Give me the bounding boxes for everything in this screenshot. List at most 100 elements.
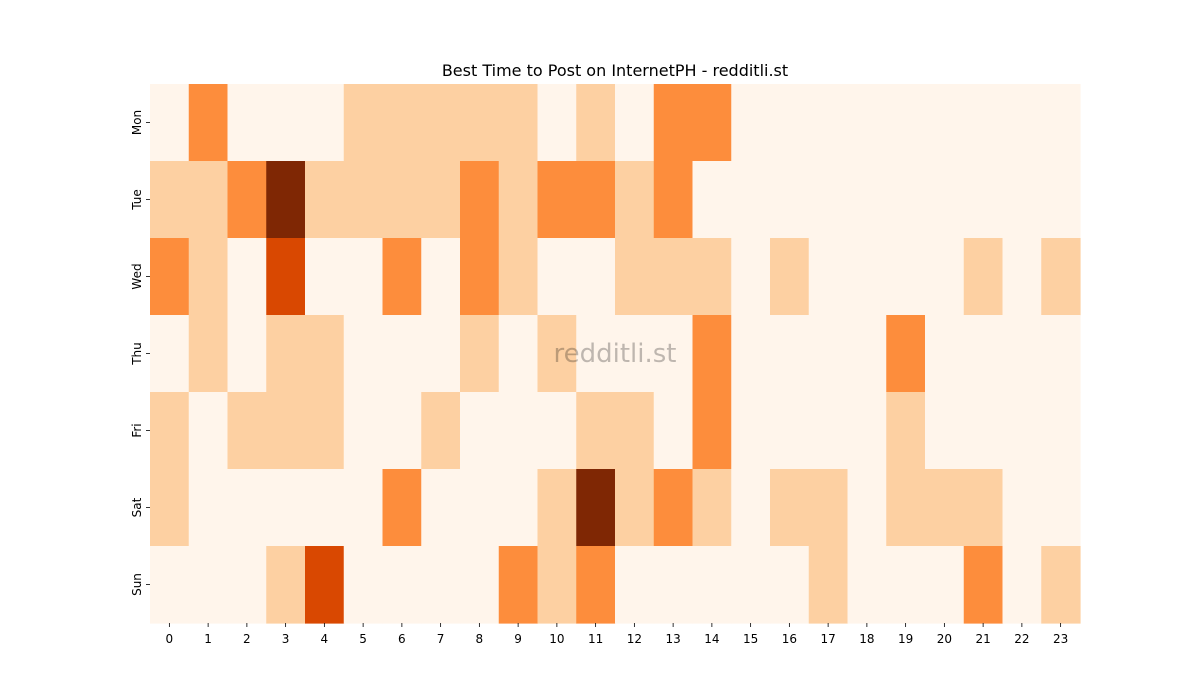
heatmap-cell-tue-7 bbox=[421, 161, 461, 239]
x-tick-label: 13 bbox=[665, 632, 680, 646]
heatmap-cell-fri-17 bbox=[808, 392, 849, 470]
y-tick-label: Fri bbox=[130, 423, 144, 437]
heatmap-cell-sun-13 bbox=[653, 546, 694, 624]
heatmap-cell-sat-16 bbox=[770, 469, 810, 547]
heatmap-cell-sat-23 bbox=[1041, 469, 1081, 547]
heatmap-cell-sun-20 bbox=[925, 546, 965, 624]
heatmap-cell-sun-22 bbox=[1002, 546, 1042, 624]
heatmap-cell-sun-16 bbox=[770, 546, 810, 624]
heatmap-cell-tue-3 bbox=[266, 161, 306, 239]
x-axis: 0 1 2 3 4 5 6 7 8 9 10 11 12 13 14 15 16 17 18 19 20 21 22 23 bbox=[166, 623, 1068, 646]
x-tick-label: 23 bbox=[1053, 632, 1068, 646]
heatmap-cell-fri-12 bbox=[615, 392, 655, 470]
heatmap-cell-fri-16 bbox=[770, 392, 810, 470]
heatmap-cell-sun-23 bbox=[1041, 546, 1081, 624]
x-tick-label: 2 bbox=[243, 632, 251, 646]
heatmap-cell-mon-15 bbox=[731, 84, 771, 162]
heatmap-cell-fri-9 bbox=[498, 392, 539, 470]
heatmap-cell-thu-7 bbox=[421, 315, 461, 393]
heatmap-cell-thu-9 bbox=[498, 315, 539, 393]
heatmap-cell-mon-14 bbox=[692, 84, 732, 162]
heatmap-cell-tue-2 bbox=[227, 161, 267, 239]
heatmap-cell-mon-18 bbox=[847, 84, 887, 162]
heatmap-cell-mon-3 bbox=[266, 84, 306, 162]
heatmap-cell-wed-14 bbox=[692, 238, 732, 316]
heatmap-cell-sat-6 bbox=[382, 469, 422, 547]
heatmap-cell-fri-8 bbox=[460, 392, 500, 470]
heatmap-cell-mon-0 bbox=[150, 84, 190, 162]
x-tick-label: 21 bbox=[975, 632, 990, 646]
heatmap-cell-mon-1 bbox=[188, 84, 229, 162]
heatmap-cell-wed-21 bbox=[963, 238, 1004, 316]
heatmap-cell-tue-13 bbox=[653, 161, 694, 239]
heatmap-cell-sat-19 bbox=[886, 469, 926, 547]
heatmap-cell-tue-20 bbox=[925, 161, 965, 239]
heatmap-cell-fri-3 bbox=[266, 392, 306, 470]
heatmap-cell-wed-2 bbox=[227, 238, 267, 316]
heatmap-cell-wed-18 bbox=[847, 238, 887, 316]
heatmap-cell-thu-8 bbox=[460, 315, 500, 393]
heatmap-cell-mon-12 bbox=[615, 84, 655, 162]
heatmap-cell-fri-10 bbox=[537, 392, 577, 470]
heatmap-cell-fri-13 bbox=[653, 392, 694, 470]
heatmap-cell-fri-7 bbox=[421, 392, 461, 470]
heatmap-cell-sun-15 bbox=[731, 546, 771, 624]
heatmap-cell-sat-14 bbox=[692, 469, 732, 547]
heatmap-cell-thu-13 bbox=[653, 315, 694, 393]
y-tick-label: Tue bbox=[130, 189, 144, 211]
heatmap-cell-thu-17 bbox=[808, 315, 849, 393]
heatmap-cell-wed-13 bbox=[653, 238, 694, 316]
x-tick-label: 15 bbox=[743, 632, 758, 646]
x-tick-label: 19 bbox=[898, 632, 913, 646]
heatmap-cell-sun-19 bbox=[886, 546, 926, 624]
heatmap-cell-tue-23 bbox=[1041, 161, 1081, 239]
heatmap-cell-fri-20 bbox=[925, 392, 965, 470]
heatmap-cell-wed-1 bbox=[188, 238, 229, 316]
heatmap-cell-tue-8 bbox=[460, 161, 500, 239]
heatmap-cell-wed-6 bbox=[382, 238, 422, 316]
heatmap-cell-sat-22 bbox=[1002, 469, 1042, 547]
heatmap-cell-fri-22 bbox=[1002, 392, 1042, 470]
heatmap-cell-mon-11 bbox=[576, 84, 616, 162]
y-tick-label: Mon bbox=[130, 110, 144, 135]
heatmap-cell-tue-11 bbox=[576, 161, 616, 239]
chart-title: Best Time to Post on InternetPH - reddit… bbox=[442, 61, 788, 80]
heatmap-cell-mon-6 bbox=[382, 84, 422, 162]
heatmap-cell-mon-4 bbox=[305, 84, 345, 162]
y-tick-label: Wed bbox=[130, 263, 144, 289]
heatmap-cell-sun-9 bbox=[498, 546, 539, 624]
x-tick-label: 12 bbox=[627, 632, 642, 646]
heatmap-cell-wed-5 bbox=[343, 238, 384, 316]
heatmap-cell-thu-22 bbox=[1002, 315, 1042, 393]
heatmap-cell-mon-19 bbox=[886, 84, 926, 162]
heatmap-cell-tue-18 bbox=[847, 161, 887, 239]
heatmap-cell-wed-3 bbox=[266, 238, 306, 316]
heatmap-cell-wed-19 bbox=[886, 238, 926, 316]
x-tick-label: 17 bbox=[820, 632, 835, 646]
heatmap-cell-tue-21 bbox=[963, 161, 1004, 239]
heatmap-cell-mon-16 bbox=[770, 84, 810, 162]
x-tick-label: 1 bbox=[204, 632, 212, 646]
x-tick-label: 20 bbox=[937, 632, 952, 646]
heatmap-cell-sun-18 bbox=[847, 546, 887, 624]
y-tick-label: Thu bbox=[130, 342, 144, 366]
heatmap-cell-sun-3 bbox=[266, 546, 306, 624]
heatmap-cell-wed-17 bbox=[808, 238, 849, 316]
heatmap-cell-sun-11 bbox=[576, 546, 616, 624]
heatmap-cell-fri-6 bbox=[382, 392, 422, 470]
heatmap-cell-fri-21 bbox=[963, 392, 1004, 470]
heatmap-cell-thu-12 bbox=[615, 315, 655, 393]
heatmap-cell-tue-14 bbox=[692, 161, 732, 239]
heatmap-cell-tue-22 bbox=[1002, 161, 1042, 239]
heatmap-cell-wed-22 bbox=[1002, 238, 1042, 316]
heatmap-cell-fri-1 bbox=[188, 392, 229, 470]
heatmap-cell-sat-1 bbox=[188, 469, 229, 547]
heatmap-cell-sat-0 bbox=[150, 469, 190, 547]
x-tick-label: 7 bbox=[437, 632, 445, 646]
heatmap-cell-wed-16 bbox=[770, 238, 810, 316]
heatmap-cell-mon-2 bbox=[227, 84, 267, 162]
heatmap-cell-sun-17 bbox=[808, 546, 849, 624]
heatmap-cell-sat-15 bbox=[731, 469, 771, 547]
heatmap-cell-wed-0 bbox=[150, 238, 190, 316]
heatmap-cell-sun-0 bbox=[150, 546, 190, 624]
